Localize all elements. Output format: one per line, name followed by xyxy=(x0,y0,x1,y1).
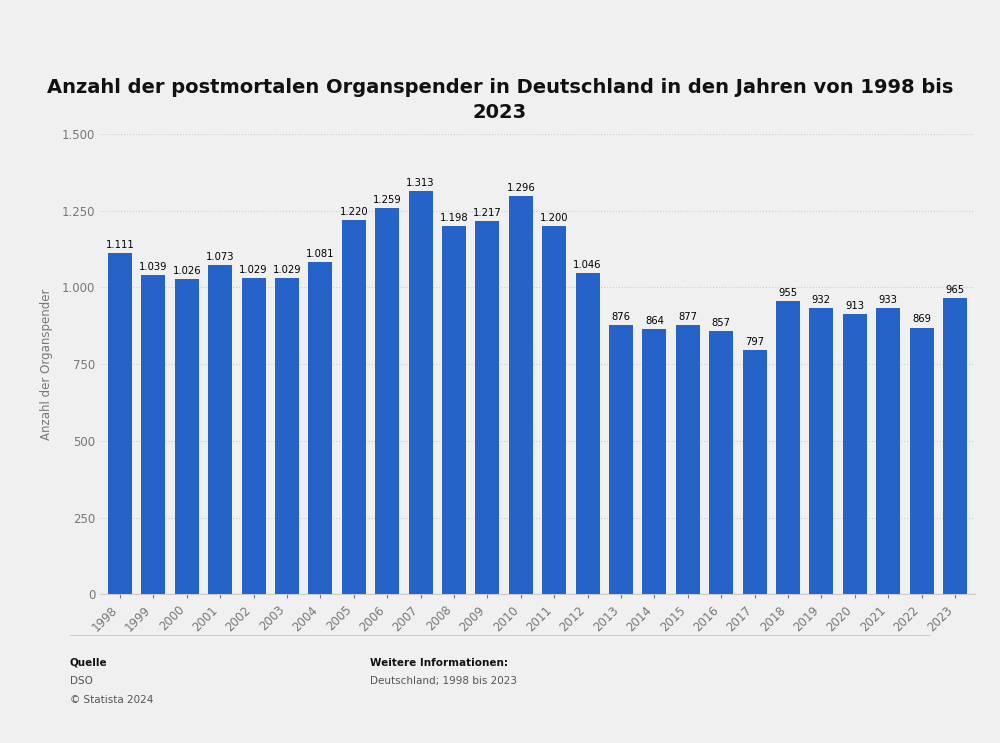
Text: 857: 857 xyxy=(712,318,731,328)
Bar xyxy=(576,273,600,594)
Bar xyxy=(910,328,934,594)
Bar xyxy=(308,262,332,594)
Text: 933: 933 xyxy=(879,295,898,305)
Bar xyxy=(208,265,232,594)
Text: © Statista 2024: © Statista 2024 xyxy=(70,695,153,704)
Text: 864: 864 xyxy=(645,316,664,326)
Bar xyxy=(342,220,366,594)
Bar xyxy=(642,329,666,594)
Bar xyxy=(475,221,499,594)
Text: 1.029: 1.029 xyxy=(273,265,301,276)
Bar xyxy=(943,298,967,594)
Text: 1.259: 1.259 xyxy=(373,195,402,204)
Text: 1.111: 1.111 xyxy=(106,240,134,250)
Text: Deutschland; 1998 bis 2023: Deutschland; 1998 bis 2023 xyxy=(370,676,517,686)
Text: 1.046: 1.046 xyxy=(573,260,602,270)
Text: 1.198: 1.198 xyxy=(440,213,468,224)
Bar xyxy=(442,227,466,594)
Text: 1.313: 1.313 xyxy=(406,178,435,188)
Y-axis label: Anzahl der Organspender: Anzahl der Organspender xyxy=(40,288,53,440)
Bar xyxy=(709,331,733,594)
Bar xyxy=(676,325,700,594)
Bar xyxy=(175,279,199,594)
Text: 1.217: 1.217 xyxy=(473,207,502,218)
Text: 1.296: 1.296 xyxy=(506,184,535,193)
Text: Quelle: Quelle xyxy=(70,658,108,667)
Bar xyxy=(876,308,900,594)
Text: 1.073: 1.073 xyxy=(206,252,234,262)
Text: 877: 877 xyxy=(678,312,697,322)
Text: 1.026: 1.026 xyxy=(173,266,201,276)
Bar xyxy=(542,226,566,594)
Text: DSO: DSO xyxy=(70,676,93,686)
Text: Anzahl der postmortalen Organspender in Deutschland in den Jahren von 1998 bis
2: Anzahl der postmortalen Organspender in … xyxy=(47,78,953,122)
Text: 965: 965 xyxy=(945,285,965,295)
Bar xyxy=(743,350,767,594)
Text: 1.081: 1.081 xyxy=(306,250,335,259)
Bar xyxy=(809,308,833,594)
Text: 1.200: 1.200 xyxy=(540,212,568,223)
Text: 869: 869 xyxy=(912,314,931,325)
Text: 876: 876 xyxy=(611,312,630,322)
Text: 1.029: 1.029 xyxy=(239,265,268,276)
Text: 932: 932 xyxy=(812,295,831,305)
Text: 955: 955 xyxy=(778,288,798,298)
Bar xyxy=(609,325,633,594)
Text: 1.220: 1.220 xyxy=(340,207,368,217)
Bar xyxy=(275,279,299,594)
Bar xyxy=(242,279,266,594)
Text: 913: 913 xyxy=(845,301,864,311)
Bar xyxy=(108,253,132,594)
Text: 1.039: 1.039 xyxy=(139,262,168,272)
Text: Weitere Informationen:: Weitere Informationen: xyxy=(370,658,508,667)
Bar xyxy=(141,276,165,594)
Bar xyxy=(509,196,533,594)
Bar xyxy=(409,191,433,594)
Text: 797: 797 xyxy=(745,337,764,346)
Bar xyxy=(776,301,800,594)
Bar xyxy=(375,208,399,594)
Bar xyxy=(843,314,867,594)
